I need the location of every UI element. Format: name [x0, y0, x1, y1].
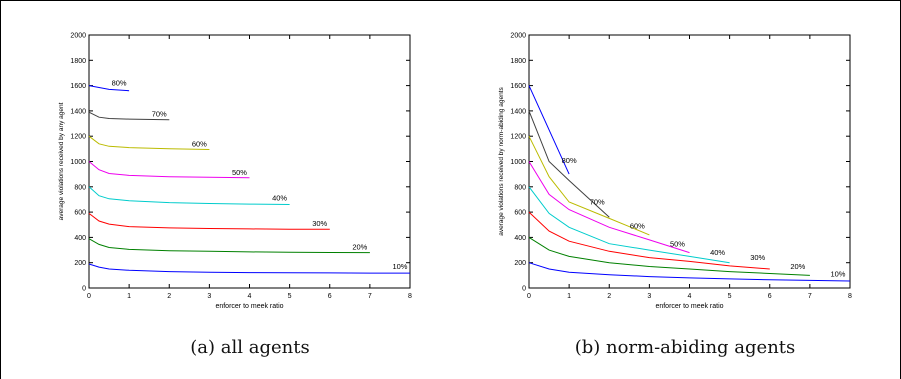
x-tick-label: 3	[647, 293, 651, 300]
x-tick-label: 8	[408, 293, 412, 300]
y-tick-label: 1600	[510, 83, 526, 90]
x-tick-label: 7	[808, 293, 812, 300]
series-annotation: 30%	[312, 219, 327, 228]
y-tick-label: 2000	[70, 33, 86, 40]
y-tick-label: 1400	[510, 108, 526, 115]
series-line-20pct	[88, 238, 370, 254]
series-annotation: 40%	[710, 248, 725, 257]
x-tick-label: 6	[768, 293, 772, 300]
series-annotation: 30%	[750, 253, 765, 262]
series-line-40pct	[528, 186, 730, 264]
series-line-50pct	[528, 161, 690, 254]
series-line-10pct	[88, 263, 410, 274]
series-annotation: 50%	[232, 168, 247, 177]
series-line-50pct	[88, 161, 250, 179]
y-tick-label: 1800	[70, 58, 86, 65]
x-axis-label: enforcer to meek ratio	[655, 303, 723, 310]
x-tick-label: 2	[167, 293, 171, 300]
y-tick-label: 1000	[70, 159, 86, 166]
y-tick-label: 2000	[510, 33, 526, 40]
y-tick-label: 400	[74, 235, 86, 242]
caption-all-agents: (a) all agents	[190, 337, 310, 358]
y-tick-label: 1200	[70, 134, 86, 141]
y-tick-label: 200	[74, 260, 86, 267]
y-axis-label: average violations received by norm-abid…	[498, 87, 505, 236]
x-tick-label: 2	[607, 293, 611, 300]
y-tick-label: 800	[514, 184, 526, 191]
series-line-30pct	[528, 211, 770, 270]
y-tick-label: 800	[74, 184, 86, 191]
series-line-30pct	[88, 213, 330, 230]
x-tick-label: 4	[248, 293, 252, 300]
series-annotation: 70%	[590, 198, 605, 207]
x-tick-label: 5	[728, 293, 732, 300]
series-annotation: 10%	[830, 270, 845, 279]
x-tick-label: 3	[207, 293, 211, 300]
y-tick-label: 600	[514, 210, 526, 217]
y-tick-label: 1000	[510, 159, 526, 166]
series-annotation: 60%	[630, 222, 645, 231]
x-tick-label: 0	[527, 293, 531, 300]
caption-norm-abiding-agents: (b) norm-abiding agents	[574, 337, 796, 358]
series-line-60pct	[528, 135, 650, 236]
series-annotation: 40%	[272, 194, 287, 203]
series-line-10pct	[528, 262, 851, 282]
x-tick-label: 7	[368, 293, 372, 300]
series-annotation: 80%	[112, 79, 127, 88]
plot-area	[88, 34, 411, 289]
x-tick-label: 0	[87, 293, 91, 300]
y-tick-label: 1400	[70, 108, 86, 115]
series-line-80pct	[88, 85, 130, 92]
series-line-70pct	[88, 111, 170, 121]
x-tick-label: 5	[288, 293, 292, 300]
x-tick-label: 1	[567, 293, 571, 300]
series-annotation: 50%	[670, 239, 685, 248]
y-tick-label: 1200	[510, 134, 526, 141]
y-tick-label: 0	[522, 286, 526, 293]
x-tick-label: 1	[127, 293, 131, 300]
y-tick-label: 400	[514, 235, 526, 242]
series-line-20pct	[528, 236, 810, 276]
y-axis-label: average violations received by any agent	[58, 102, 65, 220]
x-tick-label: 4	[688, 293, 692, 300]
y-tick-label: 1600	[70, 83, 86, 90]
series-line-40pct	[88, 186, 290, 205]
series-annotation: 60%	[192, 139, 207, 148]
y-tick-label: 600	[74, 210, 86, 217]
y-tick-label: 0	[82, 286, 86, 293]
chart-all-agents: 0 1 2 3 4 5 6 7 8 0 200 400 600 800 1000 1200 1400 1600 18…	[58, 33, 412, 311]
x-axis-label: enforcer to meek ratio	[215, 303, 283, 310]
series-annotation: 70%	[152, 110, 167, 119]
series-annotation: 10%	[392, 262, 407, 271]
series-annotation: 20%	[790, 262, 805, 271]
series-line-70pct	[528, 110, 610, 218]
series-annotation: 80%	[562, 156, 577, 165]
y-tick-label: 200	[514, 260, 526, 267]
series-line-80pct	[528, 85, 570, 175]
x-tick-label: 6	[328, 293, 332, 300]
plot-area	[528, 34, 851, 289]
series-line-60pct	[88, 135, 210, 150]
chart-norm-abiding-agents: 0 1 2 3 4 5 6 7 8 0 200 400 600 800 1000 1200 1400 1600 18…	[498, 33, 852, 311]
x-tick-label: 8	[848, 293, 852, 300]
series-annotation: 20%	[352, 242, 367, 251]
y-tick-label: 1800	[510, 58, 526, 65]
